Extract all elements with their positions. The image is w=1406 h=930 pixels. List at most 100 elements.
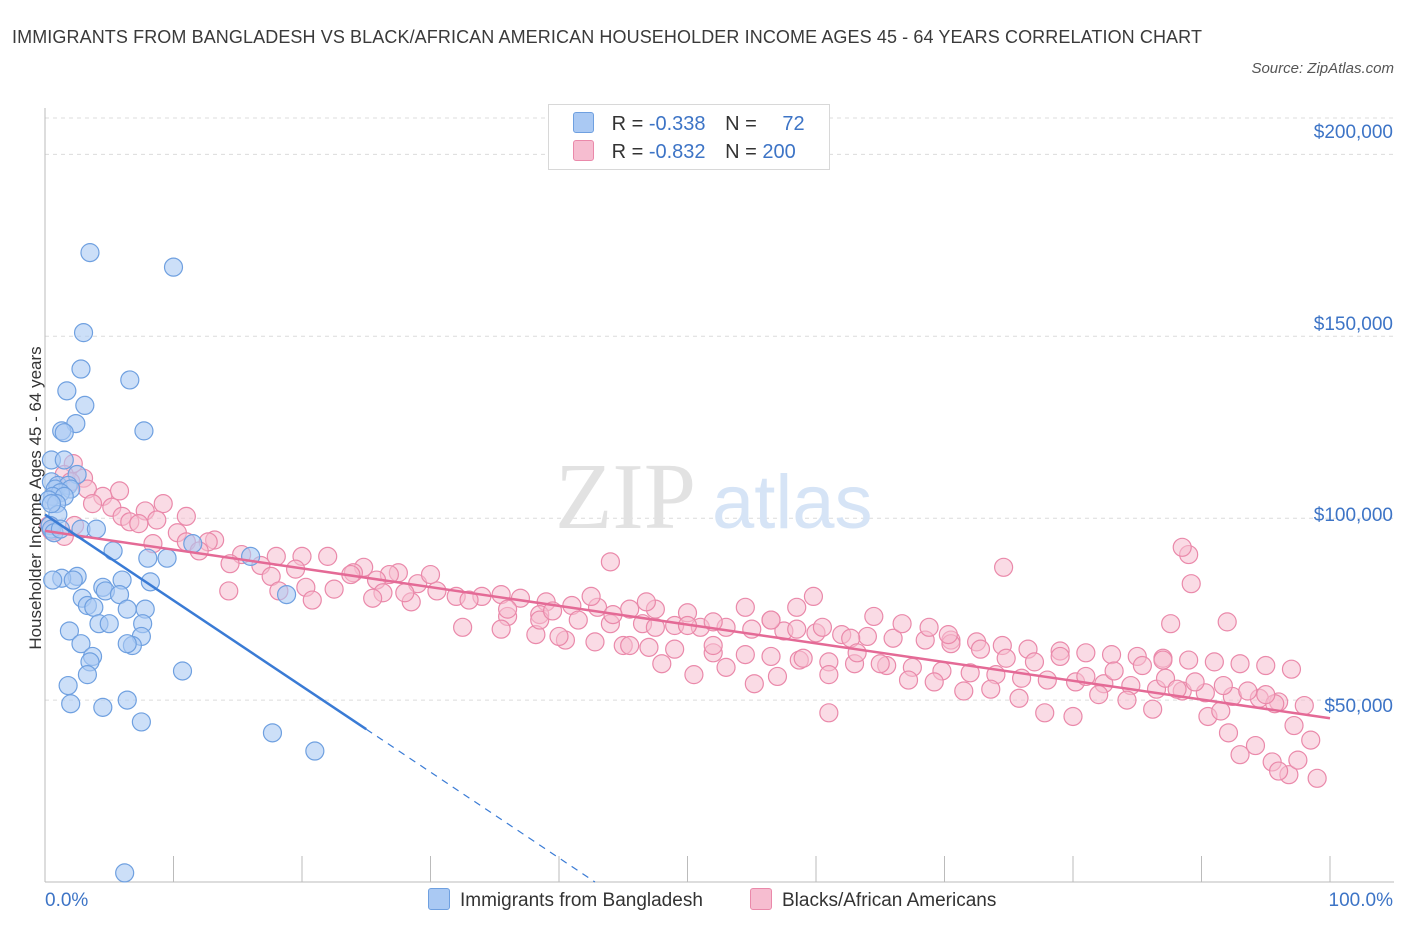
data-point-black-african-american — [1230, 654, 1250, 674]
data-point-black-african-american — [1009, 688, 1029, 708]
legend-row-black-african-american: R = -0.832 N = 200 — [573, 138, 796, 166]
data-point-black-african-american — [970, 639, 991, 659]
legend-row-bangladesh: R = -0.338 N = 72 — [573, 110, 805, 138]
data-point-bangladesh — [115, 863, 135, 883]
legend-swatch-pink — [573, 140, 594, 161]
y-axis-label: Householder Income Ages 45 - 64 years — [26, 346, 45, 650]
bottom-legend-swatch-pink — [750, 888, 772, 910]
legend-n-label: N = — [725, 113, 757, 135]
data-point-black-african-american — [1035, 703, 1055, 723]
data-point-black-african-american — [919, 617, 939, 637]
data-point-black-african-american — [994, 557, 1014, 577]
data-point-bangladesh — [43, 570, 63, 590]
data-point-black-african-american — [847, 643, 867, 663]
data-point-black-african-american — [1050, 646, 1070, 667]
data-point-black-african-american — [1101, 645, 1122, 665]
y-tick-label: $100,000 — [1313, 505, 1393, 526]
data-point-black-african-american — [1245, 735, 1266, 756]
data-point-black-african-american — [1132, 655, 1152, 676]
watermark-atlas: atlas — [712, 460, 873, 545]
data-point-black-african-american — [176, 506, 196, 526]
legend-n-value: 72 — [782, 113, 805, 135]
watermark: ZIP atlas — [555, 445, 873, 549]
data-point-black-african-american — [1185, 672, 1205, 692]
data-point-black-african-american — [1211, 701, 1231, 721]
data-point-bangladesh — [134, 421, 154, 441]
data-point-bangladesh — [63, 570, 83, 590]
data-point-black-african-american — [1153, 650, 1173, 670]
bottom-legend-black-african-american: Blacks/African Americans — [750, 888, 996, 912]
data-point-black-african-american — [82, 494, 103, 514]
grid-layer — [45, 117, 1394, 701]
legend-r-label: R = — [611, 113, 644, 135]
data-point-bangladesh — [305, 741, 325, 761]
data-point-black-african-american — [1089, 685, 1109, 705]
data-point-black-african-american — [109, 481, 130, 501]
data-point-black-african-american — [639, 637, 659, 657]
data-point-black-african-american — [864, 606, 884, 627]
data-point-black-african-american — [1076, 643, 1096, 663]
legend-n-value: 200 — [762, 141, 796, 163]
data-point-black-african-american — [1238, 681, 1258, 701]
data-point-black-african-american — [581, 586, 601, 607]
data-point-black-african-american — [665, 639, 685, 659]
data-point-black-african-american — [1037, 670, 1057, 690]
data-point-black-african-american — [924, 672, 944, 692]
data-point-black-african-american — [1213, 675, 1233, 696]
data-point-black-african-american — [600, 552, 621, 572]
data-point-bangladesh — [73, 323, 94, 343]
y-tick-label: $200,000 — [1313, 122, 1393, 143]
data-point-black-african-american — [735, 645, 755, 665]
data-point-black-african-american — [1301, 730, 1321, 750]
legend-swatch-blue — [573, 112, 594, 133]
data-point-black-african-american — [684, 665, 704, 685]
data-point-black-african-american — [1218, 723, 1239, 743]
data-point-bangladesh — [99, 614, 119, 634]
data-point-bangladesh — [54, 450, 74, 470]
data-point-bangladesh — [262, 723, 283, 743]
data-point-black-african-american — [1161, 614, 1181, 634]
data-point-black-african-american — [898, 670, 919, 690]
data-point-bangladesh — [58, 675, 78, 696]
data-point-bangladesh — [41, 494, 62, 514]
data-point-bangladesh — [140, 572, 160, 592]
data-point-black-african-american — [1230, 745, 1250, 765]
data-point-black-african-american — [498, 599, 518, 619]
data-point-black-african-american — [812, 617, 833, 637]
trendlines — [44, 513, 1331, 883]
data-point-bangladesh — [75, 395, 95, 416]
data-point-black-african-american — [735, 597, 755, 617]
data-point-black-african-american — [703, 612, 723, 632]
data-point-black-african-american — [819, 703, 839, 723]
data-point-black-african-american — [549, 626, 569, 647]
y-tick-label: $150,000 — [1313, 314, 1393, 335]
correlation-legend: R = -0.338 N = 72 R = -0.832 N = 200 — [548, 104, 830, 170]
data-point-black-african-american — [1181, 574, 1201, 594]
data-point-black-african-american — [129, 514, 149, 534]
trendline-bangladesh-extension — [365, 728, 596, 883]
data-point-black-african-american — [1143, 699, 1163, 719]
data-point-black-african-american — [996, 648, 1016, 668]
data-point-black-african-american — [1024, 652, 1045, 672]
data-point-black-african-american — [645, 617, 665, 637]
data-point-black-african-american — [787, 619, 807, 639]
data-point-black-african-american — [302, 590, 322, 610]
data-point-bangladesh — [71, 359, 91, 379]
data-point-black-african-american — [883, 628, 903, 648]
trendline-black-african-american — [44, 529, 1331, 720]
data-point-bangladesh — [86, 519, 107, 539]
bottom-legend-swatch-blue — [428, 888, 450, 910]
x-tick-label-min: 0.0% — [45, 890, 89, 911]
data-point-bangladesh — [120, 370, 140, 390]
data-point-black-african-american — [636, 592, 656, 612]
data-point-black-african-american — [491, 619, 511, 639]
data-point-black-african-american — [1268, 761, 1289, 781]
legend-n-label: N = — [725, 141, 757, 163]
data-point-black-african-american — [1281, 659, 1302, 679]
data-point-black-african-american — [767, 666, 788, 687]
data-point-bangladesh — [71, 634, 91, 654]
data-point-bangladesh — [93, 697, 113, 717]
data-point-bangladesh — [138, 548, 158, 568]
data-point-bangladesh — [163, 257, 184, 277]
